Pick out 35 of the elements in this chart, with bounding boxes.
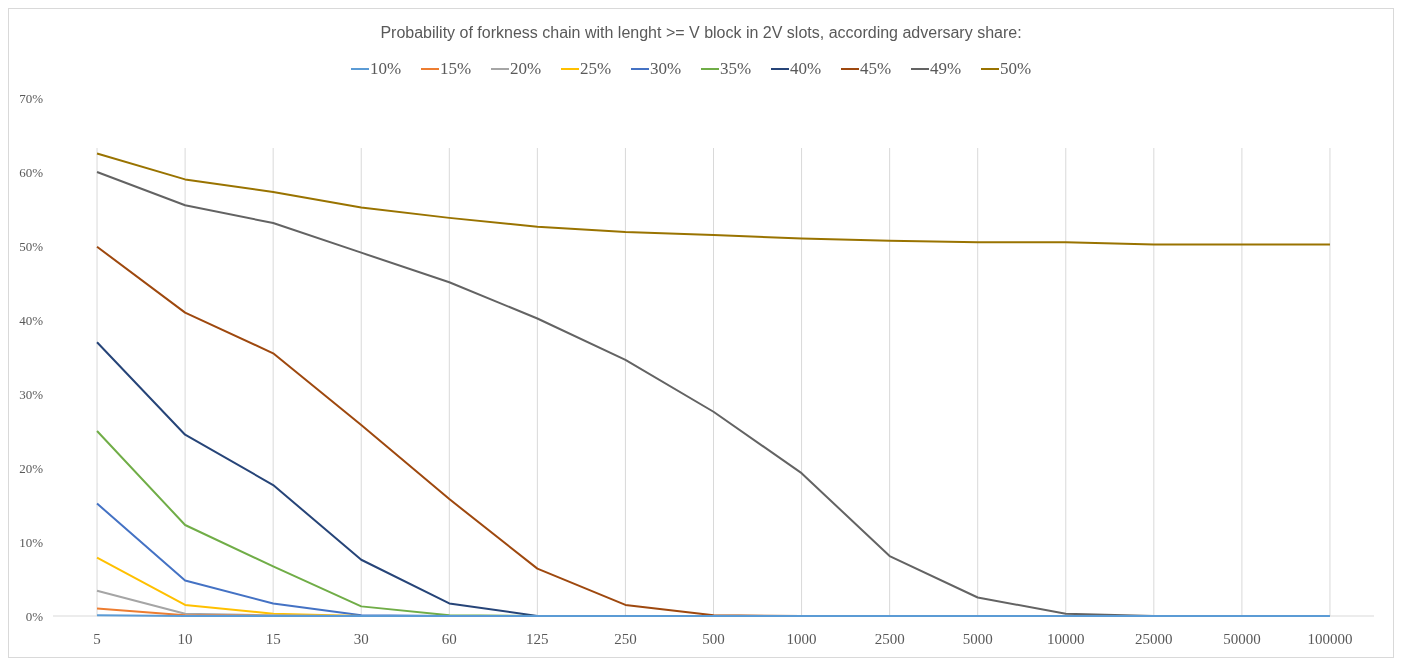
x-tick-label: 15 — [265, 631, 281, 647]
x-tick-label: 125 — [526, 631, 549, 647]
legend-label: 40% — [790, 59, 822, 78]
y-tick-label: 40% — [19, 312, 44, 328]
line-series — [96, 152, 1331, 246]
y-tick-label: 20% — [19, 460, 44, 476]
legend-label: 20% — [510, 59, 542, 78]
x-tick-label: 5 — [93, 631, 101, 647]
legend-label: 15% — [440, 59, 472, 78]
x-tick-label: 500 — [702, 631, 725, 647]
legend-label: 45% — [860, 59, 892, 78]
x-tick-label: 1000 — [786, 631, 817, 647]
x-tick-label: 10 — [177, 631, 193, 647]
legend-label: 49% — [930, 59, 962, 78]
y-tick-label: 10% — [19, 534, 44, 550]
y-tick-label: 0% — [25, 608, 44, 624]
x-tick-label: 25000 — [1135, 631, 1173, 647]
x-tick-label: 10000 — [1047, 631, 1085, 647]
x-tick-label: 5000 — [962, 631, 993, 647]
legend-label: 50% — [1000, 59, 1032, 78]
x-tick-label: 250 — [614, 631, 637, 647]
legend-label: 30% — [650, 59, 682, 78]
y-tick-label: 60% — [19, 164, 44, 180]
chart-title: Probability of forkness chain with lenght >= V block in 2V slots, according adversary share: — [380, 24, 1022, 41]
x-tick-label: 60 — [441, 631, 457, 647]
x-tick-label: 100000 — [1307, 631, 1353, 647]
x-tick-label: 2500 — [874, 631, 905, 647]
y-tick-label: 30% — [19, 386, 44, 402]
y-tick-label: 70% — [19, 90, 44, 106]
y-tick-label: 50% — [19, 238, 44, 254]
x-tick-label: 50000 — [1223, 631, 1261, 647]
legend-label: 25% — [580, 59, 612, 78]
x-tick-label: 30 — [353, 631, 369, 647]
legend-label: 10% — [370, 59, 402, 78]
legend-label: 35% — [720, 59, 752, 78]
